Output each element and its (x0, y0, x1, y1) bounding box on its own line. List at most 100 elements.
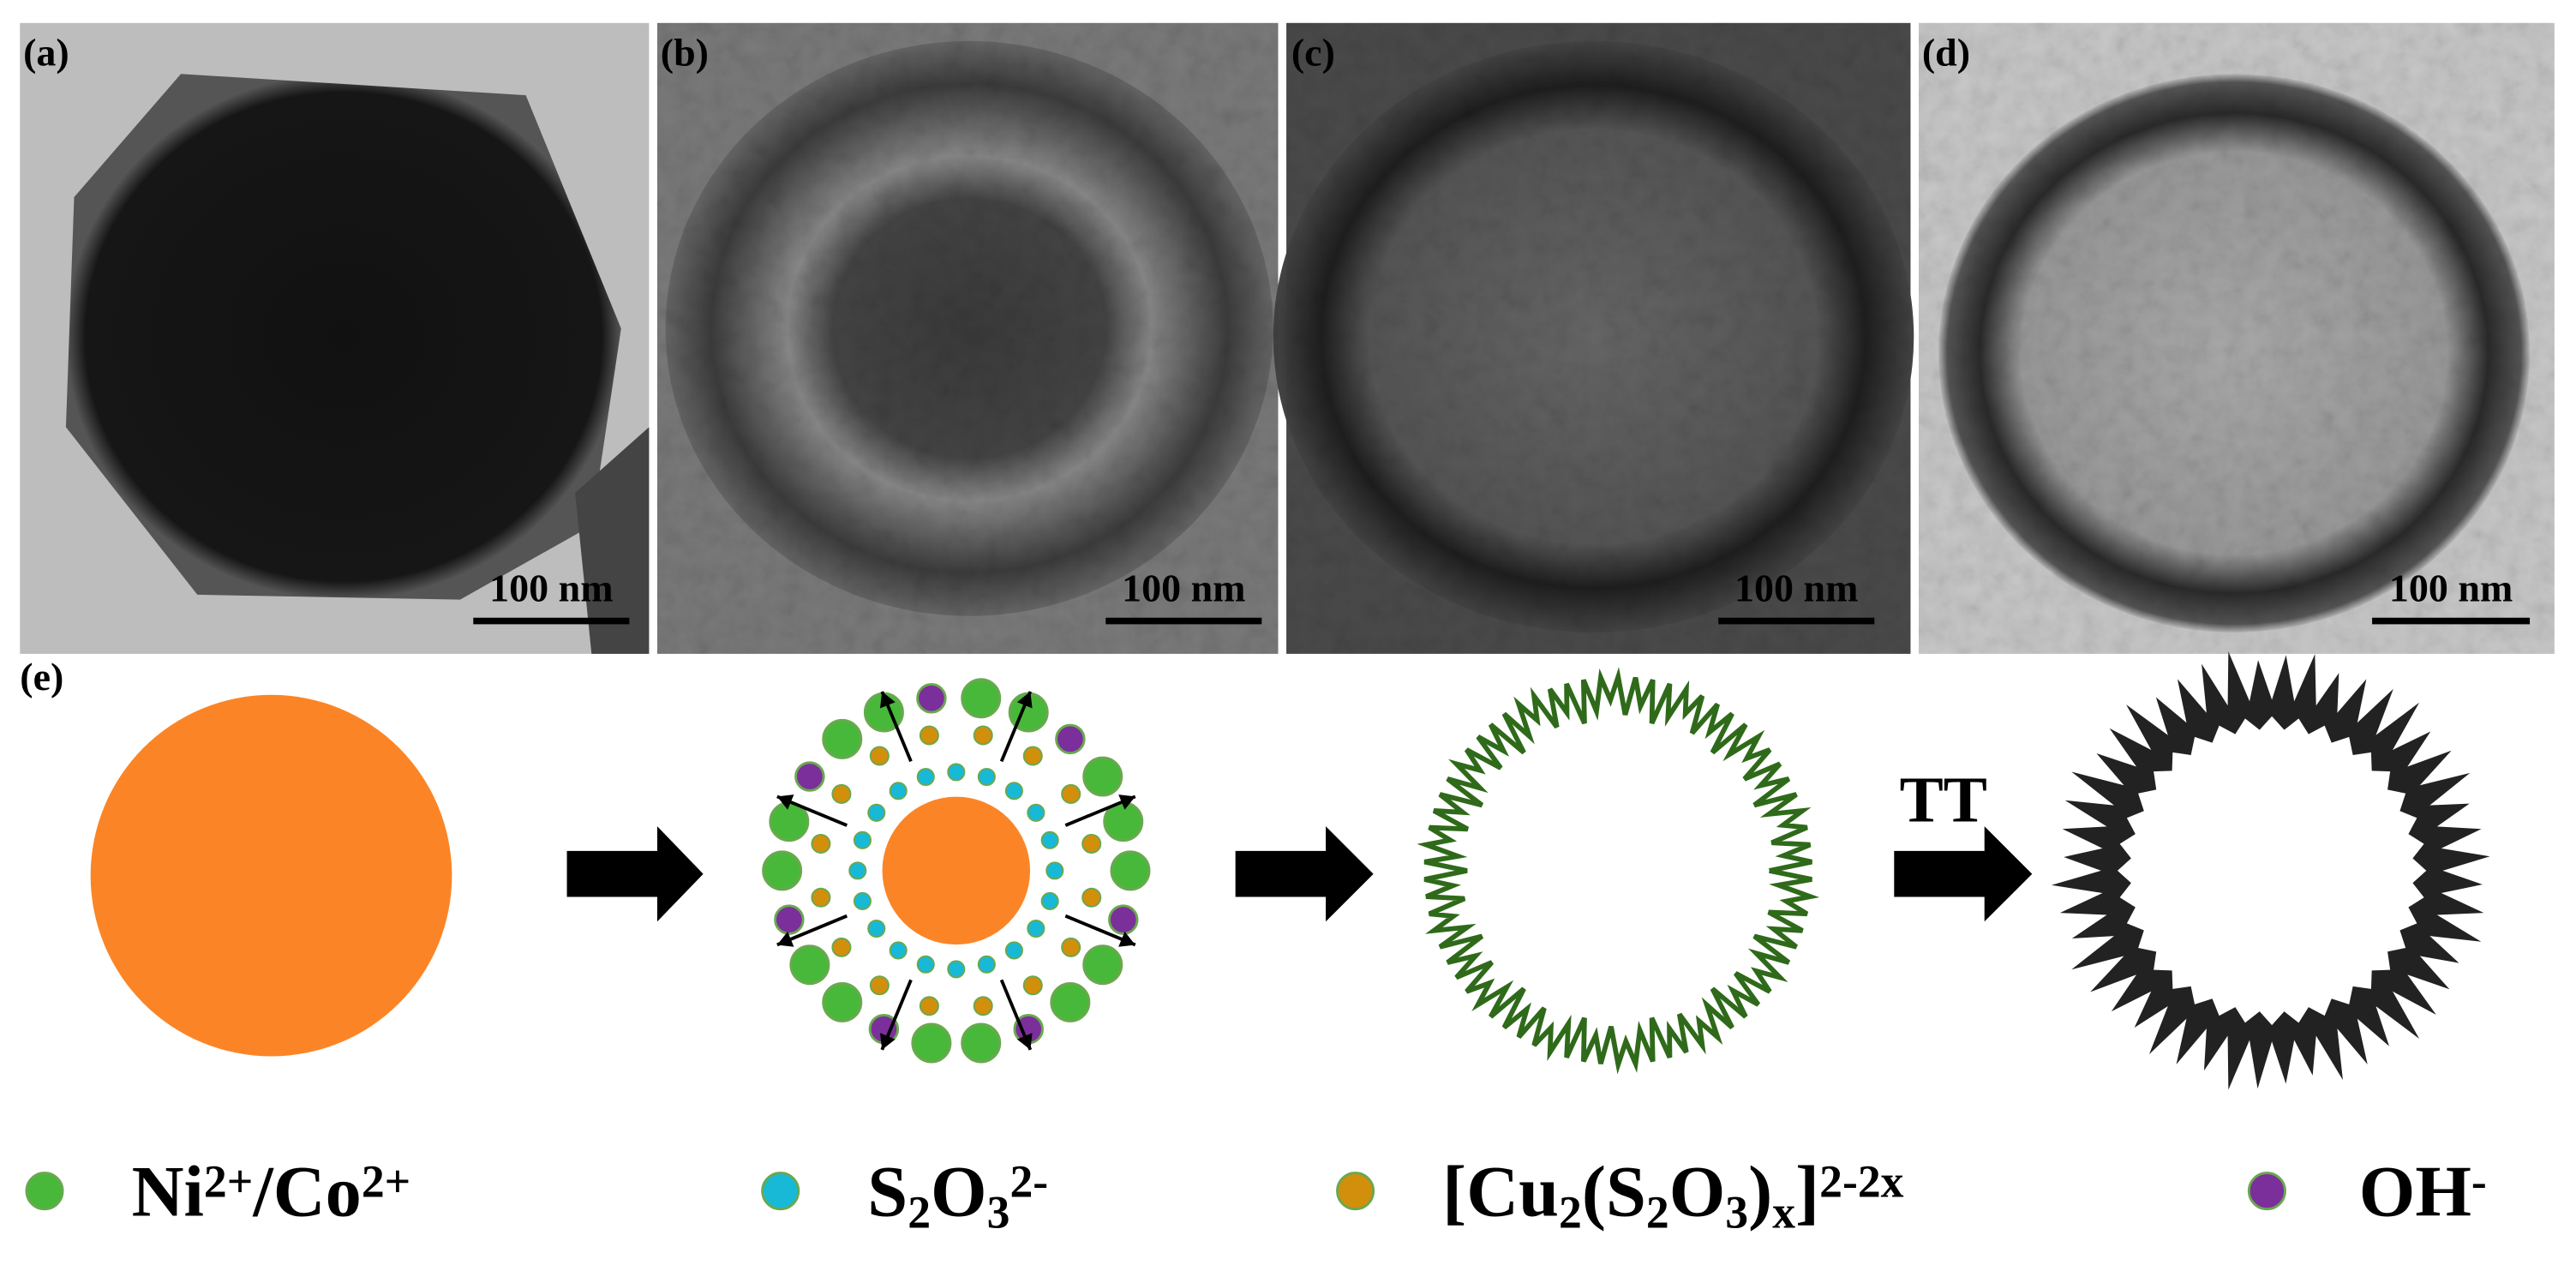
legend-label-part: 2 (1646, 1186, 1669, 1238)
legend-label-part: 3 (987, 1186, 1010, 1238)
metal-ion (1082, 756, 1123, 797)
thiosulfate-ion (1027, 803, 1045, 822)
copper-complex (973, 996, 993, 1016)
texture (1286, 22, 1911, 654)
legend-label-part: O (931, 1152, 987, 1232)
copper-complex (1022, 975, 1043, 996)
thiosulfate-ion (853, 830, 872, 849)
thiosulfate-ion (867, 803, 886, 822)
legend-label-part: - (2471, 1156, 2487, 1208)
scale-bar-label: 100 nm (489, 567, 613, 610)
legend-label: [Cu2(S2O3)x]2-2x (1442, 1152, 1903, 1238)
hydroxide-ion (916, 683, 947, 714)
legend-marker (25, 1172, 64, 1211)
process-arrow (1894, 826, 2033, 922)
legend-label-part: 3 (1725, 1186, 1748, 1238)
legend-label-part: 2+ (362, 1156, 410, 1208)
thiosulfate-ion (848, 861, 867, 880)
legend-label: OH- (2359, 1152, 2487, 1232)
legend-label-part: ) (1748, 1152, 1772, 1232)
copper-complex (869, 746, 890, 766)
thiosulfate-ion (1004, 941, 1023, 960)
legend-label: Ni2+/Co2+ (132, 1152, 411, 1232)
metal-ion (789, 944, 830, 986)
copper-complex (919, 725, 939, 746)
legend-label-part: ] (1795, 1152, 1819, 1232)
thiosulfate-ion (853, 891, 872, 910)
process-arrow (1235, 826, 1374, 922)
diffusion-arrowhead (880, 691, 896, 709)
copper-complex (1022, 746, 1043, 766)
copper-complex (831, 937, 852, 957)
thiosulfate-ion (1045, 861, 1064, 880)
texture (1919, 22, 2555, 654)
thiosulfate-ion (947, 763, 966, 782)
thiosulfate-ion (916, 767, 935, 787)
copper-complex (869, 975, 890, 996)
panel-label: (e) (20, 655, 63, 698)
thiosulfate-ion (916, 955, 935, 974)
thiosulfate-ion (1040, 891, 1059, 910)
thiosulfate-ion (867, 919, 886, 938)
hydroxide-ion (774, 904, 805, 935)
legend-label-part: 2 (908, 1186, 931, 1238)
scale-bar-label: 100 nm (1122, 567, 1245, 610)
diffusion-arrowhead (880, 1033, 896, 1050)
panel-label: (d) (1922, 31, 1970, 75)
legend-marker (1336, 1172, 1375, 1211)
process-arrow (566, 826, 704, 922)
legend-marker (761, 1172, 800, 1211)
metal-ion (1082, 944, 1123, 986)
copper-complex (831, 783, 852, 804)
diffusion-arrowhead (1118, 931, 1135, 947)
thiosulfate-ion (889, 782, 908, 800)
legend-label-part: x (1772, 1186, 1795, 1238)
legend-label-part: 2+ (204, 1156, 253, 1208)
metal-ion (822, 718, 863, 759)
copper-complex (919, 996, 939, 1016)
metal-ion (961, 1022, 1002, 1064)
scale-bar-label: 100 nm (2389, 567, 2513, 610)
legend-label-part: 2- (1009, 1156, 1048, 1208)
core (882, 796, 1031, 945)
particle (575, 427, 650, 654)
thiosulfate-ion (1040, 830, 1059, 849)
legend-label-part: 2 (1559, 1186, 1582, 1238)
tem-panels (20, 22, 2555, 654)
diffusion-arrowhead (1016, 1033, 1033, 1050)
legend-label-part: OH (2359, 1152, 2471, 1232)
legend-label: S2O32- (867, 1152, 1048, 1238)
texture (656, 22, 1279, 654)
hollow-shell-product (2051, 651, 2490, 1090)
schematic (90, 694, 2033, 1057)
copper-complex (811, 833, 831, 854)
copper-complex (1081, 833, 1102, 854)
thiosulfate-ion (977, 767, 996, 787)
diffusion-arrowhead (1118, 794, 1135, 810)
hydroxide-ion (794, 761, 825, 792)
metal-ion (1110, 850, 1151, 891)
thiosulfate-ion (889, 941, 908, 960)
step-label: TT (1900, 763, 1987, 836)
legend-label-part: /Co (252, 1152, 362, 1232)
metal-ion (762, 850, 803, 891)
particle (65, 74, 621, 600)
thiosulfate-ion (1004, 782, 1023, 800)
scale-bar-label: 100 nm (1734, 567, 1858, 610)
copper-complex (973, 725, 993, 746)
panel-label: (a) (23, 31, 69, 75)
legend-label-part: Ni (132, 1152, 204, 1232)
legend-label-part: S (867, 1152, 908, 1232)
copper-complex (1061, 937, 1081, 957)
metal-ion (911, 1022, 952, 1064)
diffusion-arrowhead (776, 794, 794, 810)
texture (656, 22, 2555, 654)
thiosulfate-ion (977, 955, 996, 974)
legend-label-part: O (1669, 1152, 1726, 1232)
diffusion-arrowhead (776, 931, 794, 947)
legend-marker (2247, 1172, 2286, 1211)
copper-complex (1081, 887, 1102, 908)
hydroxide-ion (1055, 723, 1086, 755)
